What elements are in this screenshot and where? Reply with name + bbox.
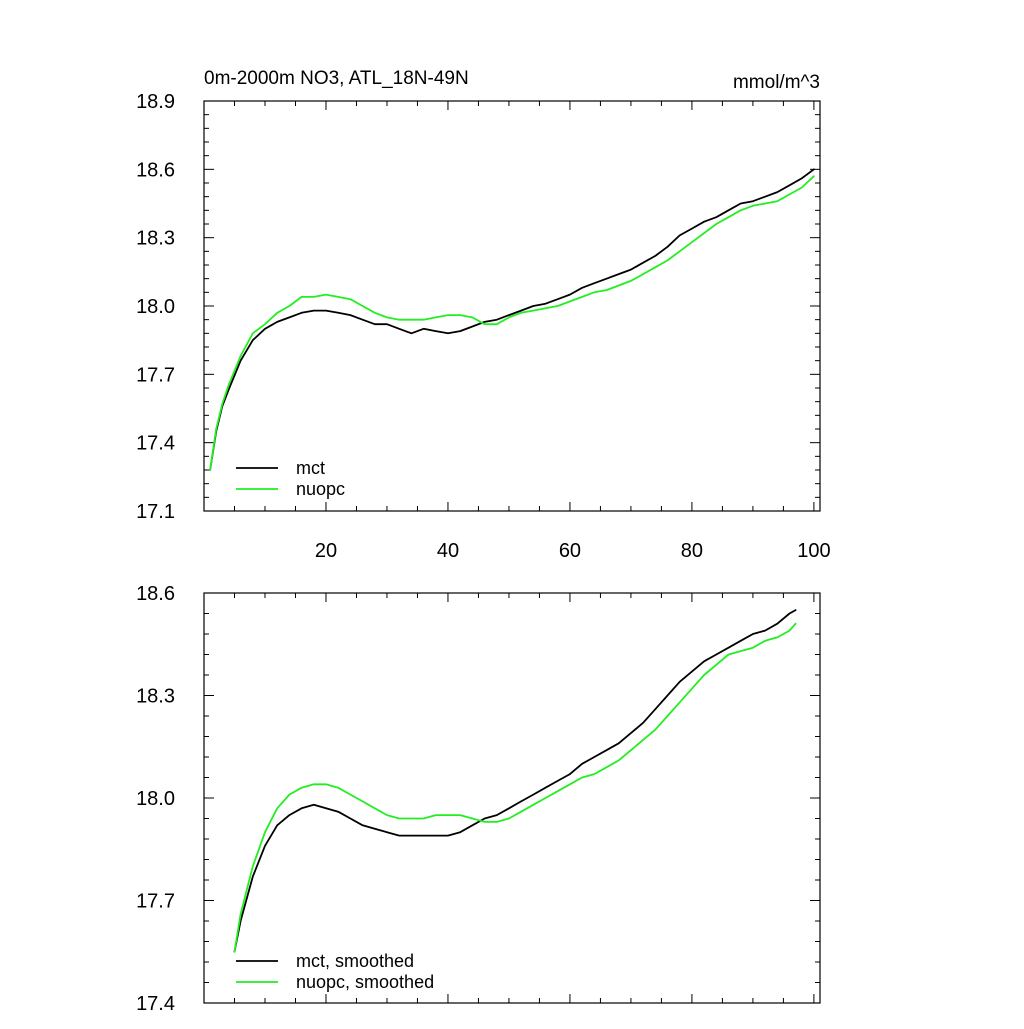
- legend-label: mct: [296, 458, 325, 478]
- y-tick-label: 18.0: [136, 296, 175, 318]
- legend-label: nuopc: [296, 479, 345, 499]
- y-tick-label: 18.6: [136, 583, 175, 605]
- series-line-mct: [209, 168, 815, 471]
- series-line-nuopc: [209, 175, 815, 471]
- legend-label: nuopc, smoothed: [296, 972, 434, 992]
- y-tick-label: 18.6: [136, 159, 175, 181]
- y-tick-label: 17.4: [136, 433, 175, 455]
- y-tick-label: 17.4: [136, 993, 175, 1015]
- y-tick-label: 18.3: [136, 686, 175, 708]
- y-tick-label: 17.7: [136, 364, 175, 386]
- x-tick-label: 60: [559, 540, 581, 562]
- legend-label: mct, smoothed: [296, 951, 414, 971]
- series-line-nuopc-smoothed: [233, 622, 797, 953]
- y-tick-label: 18.0: [136, 788, 175, 810]
- y-tick-label: 17.1: [136, 501, 175, 523]
- chart-title: 0m-2000m NO3, ATL_18N-49N: [204, 68, 469, 89]
- y-tick-label: 18.9: [136, 91, 175, 113]
- units-label: mmol/m^3: [733, 72, 820, 93]
- x-tick-label: 20: [315, 540, 337, 562]
- plot-frame: [203, 100, 821, 512]
- x-tick-label: 100: [797, 540, 830, 562]
- x-tick-label: 40: [437, 540, 459, 562]
- y-tick-label: 17.7: [136, 891, 175, 913]
- top-panel: 20 40 60 80 100 17.1 17.4 17.7 18.0 18.3 18.6 18.9 m…: [136, 91, 831, 562]
- x-tick-label: 80: [681, 540, 703, 562]
- bottom-panel: 17.4 17.7 18.0 18.3 18.6 mct, smoothednuopc, …: [136, 583, 821, 1015]
- series-line-mct-smoothed: [233, 609, 797, 953]
- y-tick-label: 18.3: [136, 228, 175, 250]
